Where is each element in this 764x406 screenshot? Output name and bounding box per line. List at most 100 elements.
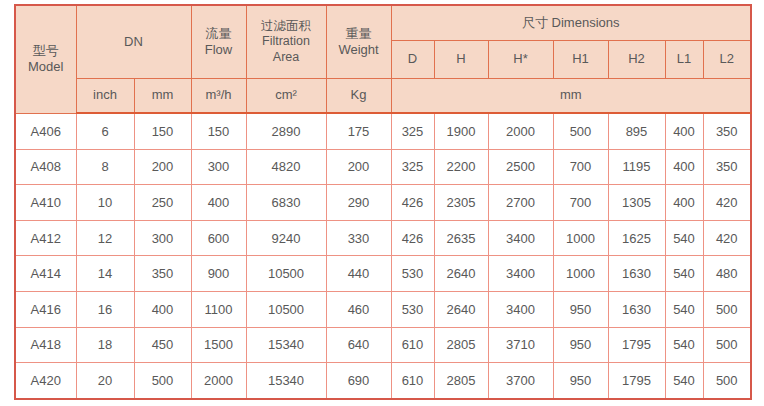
cell-l2: 500 — [703, 291, 751, 327]
header-row-units: inch mm m³/h cm² Kg mm — [15, 79, 751, 114]
cell-hstar: 3400 — [488, 291, 553, 327]
col-header-h: H — [434, 41, 488, 79]
cell-h2: 1625 — [608, 220, 665, 256]
col-header-l1: L1 — [665, 41, 703, 79]
cell-l2: 350 — [703, 113, 751, 149]
cell-model: A416 — [15, 291, 76, 327]
cell-hstar: 2700 — [488, 185, 553, 221]
cell-h2: 1630 — [608, 256, 665, 292]
cell-area: 4820 — [246, 149, 326, 185]
cell-area: 9240 — [246, 220, 326, 256]
cell-d: 325 — [391, 113, 434, 149]
cell-inch: 8 — [76, 149, 134, 185]
cell-flow: 2000 — [191, 363, 246, 399]
cell-area: 15340 — [246, 327, 326, 363]
table-row: A414143509001050044053026403400100016305… — [15, 256, 751, 292]
cell-d: 610 — [391, 327, 434, 363]
cell-flow: 300 — [191, 149, 246, 185]
cell-h: 2640 — [434, 256, 488, 292]
cell-mm: 500 — [134, 363, 191, 399]
cell-model: A406 — [15, 113, 76, 149]
cell-h1: 700 — [553, 149, 608, 185]
cell-hstar: 3400 — [488, 256, 553, 292]
cell-d: 610 — [391, 363, 434, 399]
col-header-filtration-area: 过滤面积FiltrationArea — [246, 5, 326, 79]
cell-h: 2640 — [434, 291, 488, 327]
cell-area: 2890 — [246, 113, 326, 149]
cell-mm: 400 — [134, 291, 191, 327]
flow-label-en: Flow — [205, 42, 232, 57]
cell-h1: 950 — [553, 291, 608, 327]
cell-inch: 16 — [76, 291, 134, 327]
model-label-zh: 型号 — [33, 43, 59, 58]
cell-flow: 150 — [191, 113, 246, 149]
cell-l1: 540 — [665, 327, 703, 363]
cell-d: 325 — [391, 149, 434, 185]
cell-hstar: 2000 — [488, 113, 553, 149]
cell-l1: 400 — [665, 149, 703, 185]
cell-h1: 500 — [553, 113, 608, 149]
weight-label-zh: 重量 — [346, 26, 372, 41]
cell-l1: 540 — [665, 220, 703, 256]
cell-l2: 500 — [703, 327, 751, 363]
cell-l1: 400 — [665, 185, 703, 221]
cell-hstar: 2500 — [488, 149, 553, 185]
cell-h1: 1000 — [553, 256, 608, 292]
cell-inch: 14 — [76, 256, 134, 292]
table-row: A420205002000153406906102805370095017955… — [15, 363, 751, 399]
cell-h: 1900 — [434, 113, 488, 149]
col-header-hstar: H* — [488, 41, 553, 79]
table-row: A416164001100105004605302640340095016305… — [15, 291, 751, 327]
col-header-h2: H2 — [608, 41, 665, 79]
cell-mm: 200 — [134, 149, 191, 185]
cell-model: A414 — [15, 256, 76, 292]
filtration-label-zh: 过滤面积 — [261, 19, 311, 33]
cell-weight: 640 — [326, 327, 391, 363]
cell-mm: 450 — [134, 327, 191, 363]
cell-hstar: 3400 — [488, 220, 553, 256]
cell-mm: 250 — [134, 185, 191, 221]
cell-h: 2305 — [434, 185, 488, 221]
cell-l1: 540 — [665, 256, 703, 292]
unit-flow: m³/h — [191, 79, 246, 114]
cell-weight: 440 — [326, 256, 391, 292]
cell-flow: 400 — [191, 185, 246, 221]
cell-inch: 6 — [76, 113, 134, 149]
filtration-label-en2: Area — [273, 50, 299, 64]
unit-mm: mm — [134, 79, 191, 114]
cell-model: A418 — [15, 327, 76, 363]
cell-h2: 1795 — [608, 327, 665, 363]
col-header-model: 型号Model — [15, 5, 76, 113]
cell-mm: 150 — [134, 113, 191, 149]
cell-model: A420 — [15, 363, 76, 399]
cell-l2: 480 — [703, 256, 751, 292]
cell-h: 2805 — [434, 363, 488, 399]
cell-d: 426 — [391, 220, 434, 256]
cell-d: 530 — [391, 256, 434, 292]
cell-l2: 500 — [703, 363, 751, 399]
cell-mm: 350 — [134, 256, 191, 292]
col-header-flow: 流量Flow — [191, 5, 246, 79]
col-header-weight: 重量Weight — [326, 5, 391, 79]
cell-h2: 1795 — [608, 363, 665, 399]
cell-h2: 895 — [608, 113, 665, 149]
cell-weight: 690 — [326, 363, 391, 399]
unit-dimensions: mm — [391, 79, 751, 114]
unit-area: cm² — [246, 79, 326, 114]
col-header-h1: H1 — [553, 41, 608, 79]
cell-inch: 18 — [76, 327, 134, 363]
cell-mm: 300 — [134, 220, 191, 256]
datasheet-page: 型号Model DN 流量Flow 过滤面积FiltrationArea 重量W… — [0, 0, 764, 406]
table-row: A408820030048202003252200250070011954003… — [15, 149, 751, 185]
cell-l1: 540 — [665, 363, 703, 399]
cell-weight: 460 — [326, 291, 391, 327]
table-row: A412123006009240330426263534001000162554… — [15, 220, 751, 256]
table-header: 型号Model DN 流量Flow 过滤面积FiltrationArea 重量W… — [15, 5, 751, 113]
cell-h2: 1630 — [608, 291, 665, 327]
cell-weight: 200 — [326, 149, 391, 185]
cell-h1: 700 — [553, 185, 608, 221]
cell-flow: 1100 — [191, 291, 246, 327]
header-row-top: 型号Model DN 流量Flow 过滤面积FiltrationArea 重量W… — [15, 5, 751, 41]
unit-weight: Kg — [326, 79, 391, 114]
cell-h: 2805 — [434, 327, 488, 363]
